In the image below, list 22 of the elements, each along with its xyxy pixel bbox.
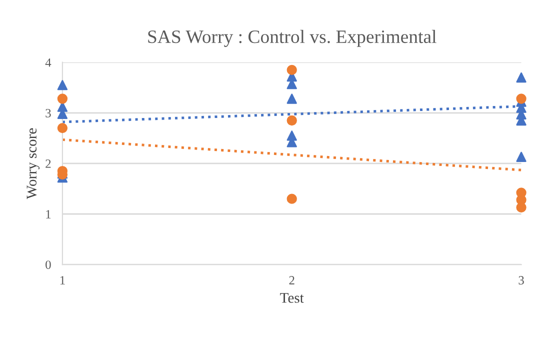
point — [286, 94, 297, 104]
y-tick-label: 3 — [46, 108, 51, 118]
x-tick-label: 3 — [518, 276, 524, 284]
point — [57, 94, 68, 104]
y-tick-label: 4 — [45, 58, 52, 67]
point — [516, 72, 526, 83]
x-axis-title: Test — [280, 293, 304, 303]
point — [516, 202, 526, 213]
chart-title: SAS Worry : Control vs. Experimental — [148, 30, 436, 47]
y-tick-label: 2 — [46, 160, 51, 168]
x-tick-label: 2 — [289, 276, 294, 284]
y-tick-label: 1 — [46, 210, 51, 218]
point — [286, 64, 297, 76]
y-axis-title: Worry score — [26, 128, 40, 200]
point — [286, 194, 297, 204]
point — [516, 94, 526, 104]
y-tick-label: 0 — [46, 260, 51, 270]
point — [286, 115, 297, 126]
x-tick-label: 1 — [60, 276, 65, 284]
point — [57, 122, 68, 134]
point — [57, 80, 68, 90]
point — [516, 152, 526, 162]
